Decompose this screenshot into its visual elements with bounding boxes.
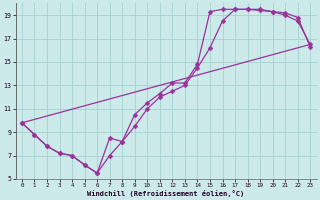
X-axis label: Windchill (Refroidissement éolien,°C): Windchill (Refroidissement éolien,°C) xyxy=(87,190,245,197)
